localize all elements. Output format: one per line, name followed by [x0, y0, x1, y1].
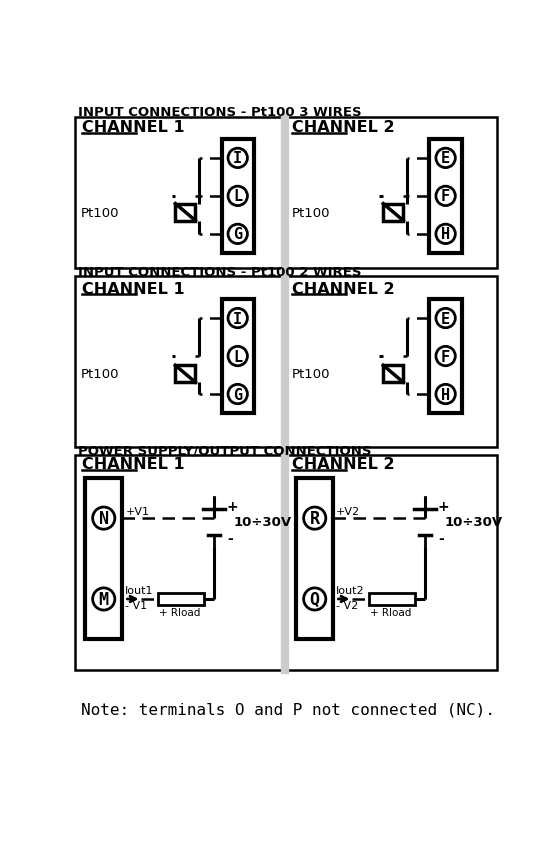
Text: N: N [99, 510, 109, 528]
Circle shape [228, 149, 248, 169]
Text: + Rload: + Rload [159, 607, 200, 617]
Bar [75, 455, 497, 670]
Circle shape [436, 225, 455, 244]
Circle shape [228, 225, 248, 244]
Circle shape [436, 309, 455, 328]
Bar [296, 479, 333, 640]
Text: Q: Q [310, 590, 320, 609]
Text: CHANNEL 1: CHANNEL 1 [82, 457, 185, 472]
Text: +V1: +V1 [125, 506, 150, 517]
Circle shape [436, 385, 455, 404]
Text: CHANNEL 2: CHANNEL 2 [292, 457, 394, 472]
Circle shape [228, 385, 248, 404]
Text: L: L [233, 189, 242, 204]
Text: Pt100: Pt100 [81, 368, 119, 381]
Text: E: E [441, 311, 450, 326]
Text: L: L [233, 349, 242, 364]
Text: H: H [441, 387, 450, 402]
Circle shape [436, 347, 455, 366]
Text: POWER SUPPLY/OUTPUT CONNECTIONS: POWER SUPPLY/OUTPUT CONNECTIONS [77, 444, 371, 457]
Bar [158, 593, 204, 605]
Bar [222, 300, 254, 414]
Bar [368, 593, 415, 605]
Text: M: M [99, 590, 109, 609]
Circle shape [304, 588, 326, 610]
Circle shape [92, 507, 115, 529]
Text: E: E [441, 151, 450, 166]
Circle shape [304, 507, 326, 529]
Text: F: F [441, 189, 450, 204]
Circle shape [228, 347, 248, 366]
Text: +V2: +V2 [336, 506, 361, 517]
Text: CHANNEL 1: CHANNEL 1 [82, 120, 185, 135]
Bar [175, 204, 195, 221]
Text: H: H [441, 227, 450, 242]
Text: Iout2: Iout2 [336, 585, 365, 595]
Circle shape [436, 187, 455, 206]
Text: +: + [438, 500, 450, 514]
Text: 10÷30V: 10÷30V [234, 516, 292, 529]
Bar [175, 365, 195, 383]
Text: - V2: - V2 [336, 600, 358, 610]
Bar [383, 204, 403, 221]
Text: + Rload: + Rload [370, 607, 412, 617]
Bar [75, 118, 497, 269]
Text: I: I [233, 311, 242, 326]
Text: INPUT CONNECTIONS - Pt100 3 WIRES: INPUT CONNECTIONS - Pt100 3 WIRES [77, 106, 361, 118]
Text: 10÷30V: 10÷30V [445, 516, 503, 529]
Text: -: - [438, 531, 444, 545]
Text: Iout1: Iout1 [125, 585, 154, 595]
Text: Pt100: Pt100 [81, 206, 119, 219]
Text: R: R [310, 510, 320, 528]
Bar [430, 300, 462, 414]
Text: CHANNEL 2: CHANNEL 2 [292, 281, 394, 296]
Text: Pt100: Pt100 [292, 206, 330, 219]
Circle shape [228, 187, 248, 206]
Bar [85, 479, 122, 640]
Text: CHANNEL 2: CHANNEL 2 [292, 120, 394, 135]
Text: CHANNEL 1: CHANNEL 1 [82, 281, 185, 296]
Circle shape [92, 588, 115, 610]
Circle shape [436, 149, 455, 169]
Text: I: I [233, 151, 242, 166]
Bar [383, 365, 403, 383]
Text: F: F [441, 349, 450, 364]
Text: - V1: - V1 [125, 600, 147, 610]
Bar [430, 140, 462, 253]
Text: INPUT CONNECTIONS - Pt100 2 WIRES: INPUT CONNECTIONS - Pt100 2 WIRES [77, 266, 361, 279]
Text: Pt100: Pt100 [292, 368, 330, 381]
Text: G: G [233, 227, 242, 242]
Bar [75, 277, 497, 447]
Bar [222, 140, 254, 253]
Text: -: - [227, 531, 233, 545]
Text: Note: terminals O and P not connected (NC).: Note: terminals O and P not connected (N… [81, 701, 494, 717]
Text: +: + [227, 500, 239, 514]
Circle shape [228, 309, 248, 328]
Text: G: G [233, 387, 242, 402]
